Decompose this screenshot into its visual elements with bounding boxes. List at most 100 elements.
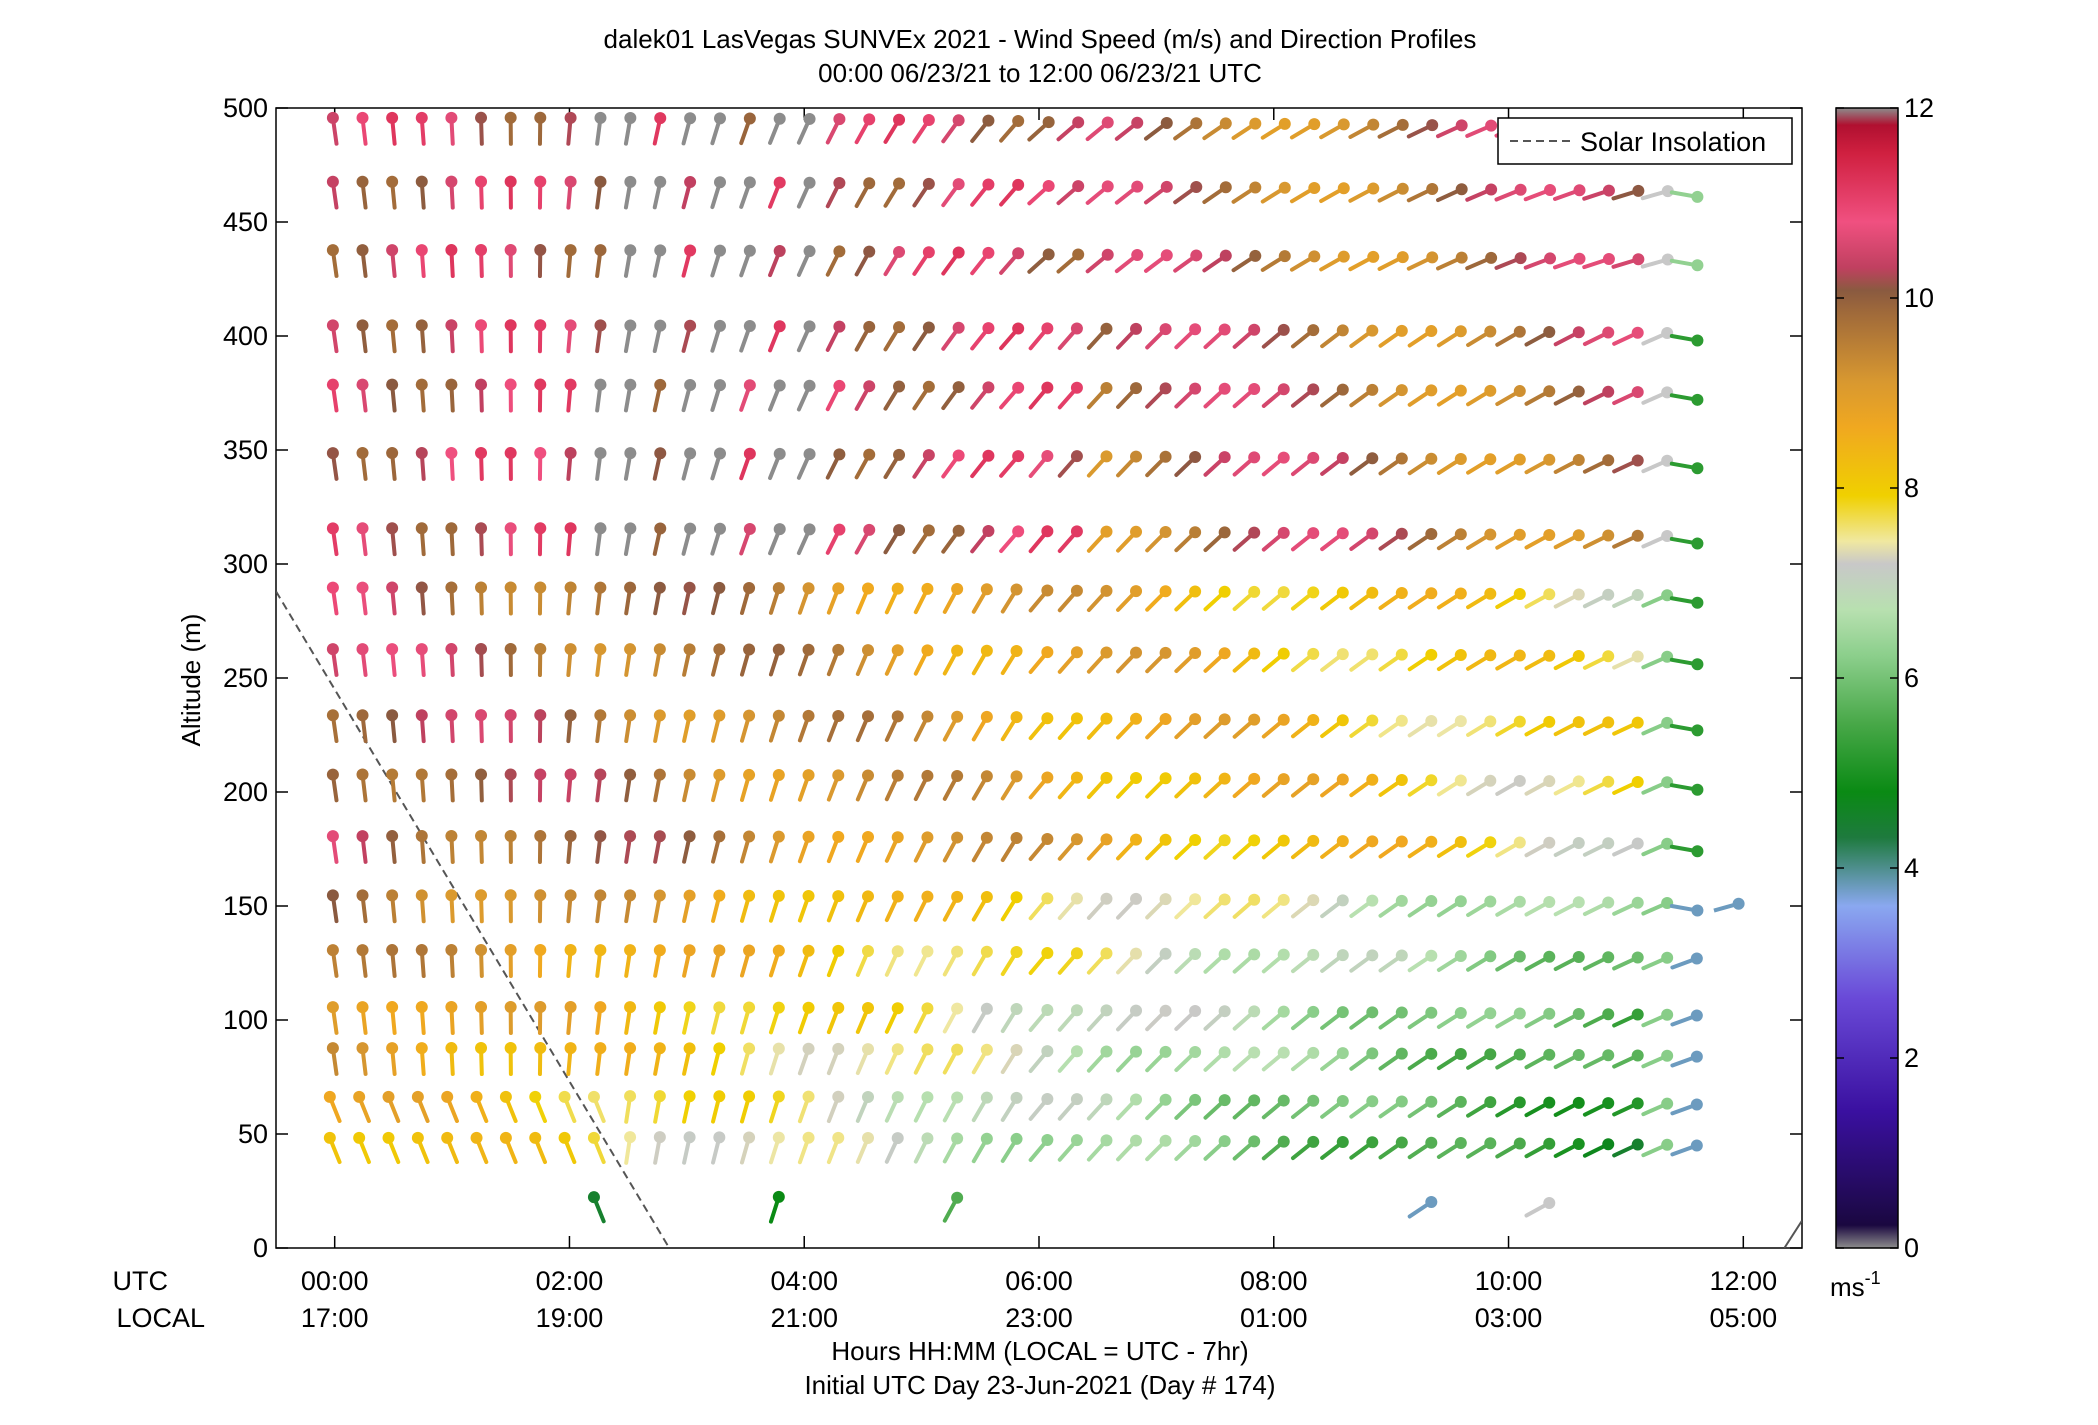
wind-barb bbox=[710, 112, 726, 146]
wind-barb bbox=[681, 447, 697, 481]
wind-barb-head bbox=[653, 889, 666, 902]
wind-barb bbox=[1641, 1097, 1674, 1117]
wind-barb-head bbox=[534, 581, 547, 594]
wind-barb bbox=[826, 1001, 845, 1035]
wind-barb-head bbox=[1010, 831, 1023, 844]
wind-barb bbox=[386, 244, 399, 278]
wind-barb bbox=[1669, 723, 1704, 737]
colorbar-units-exp: -1 bbox=[1865, 1268, 1881, 1288]
wind-barb-head bbox=[1366, 324, 1379, 337]
wind-barb bbox=[594, 643, 607, 677]
wind-barb-head bbox=[803, 320, 816, 333]
wind-barb bbox=[1320, 1095, 1349, 1119]
wind-barb-head bbox=[1336, 835, 1349, 848]
wind-barb bbox=[1116, 1134, 1143, 1162]
wind-barb-head bbox=[1130, 382, 1143, 395]
wind-barb-head bbox=[891, 831, 904, 844]
wind-barb bbox=[1669, 783, 1704, 796]
wind-barb bbox=[594, 522, 607, 557]
wind-barb bbox=[326, 768, 339, 803]
wind-barb-head bbox=[893, 113, 906, 126]
wind-barb-head bbox=[1100, 947, 1113, 960]
wind-barb bbox=[1261, 1094, 1290, 1120]
wind-barb bbox=[1641, 1138, 1674, 1158]
wind-barb-head bbox=[951, 890, 964, 903]
wind-barb bbox=[1582, 1138, 1615, 1158]
wind-barb bbox=[594, 175, 607, 210]
wind-barb bbox=[884, 1091, 904, 1123]
wind-barb-head bbox=[1690, 952, 1703, 965]
wind-barb bbox=[356, 1001, 369, 1035]
wind-barb bbox=[475, 522, 488, 557]
wind-barb bbox=[854, 177, 876, 209]
wind-barb-head bbox=[624, 447, 637, 460]
wind-barb-head bbox=[1484, 1096, 1497, 1109]
wind-barb bbox=[1378, 527, 1408, 551]
x-tick-label-utc: 02:00 bbox=[536, 1266, 604, 1296]
x-axis: 00:0017:0002:0019:0004:0021:0006:0023:00… bbox=[301, 108, 1777, 1333]
wind-barb-head bbox=[1513, 950, 1526, 963]
wind-barb bbox=[999, 114, 1025, 143]
wind-barb bbox=[913, 1002, 934, 1034]
wind-barb-head bbox=[1130, 1045, 1143, 1058]
wind-barb-head bbox=[415, 768, 428, 781]
wind-barb bbox=[855, 945, 875, 977]
wind-barb bbox=[1524, 1137, 1556, 1159]
wind-barb-head bbox=[1189, 834, 1202, 847]
wind-barb bbox=[1582, 529, 1615, 549]
wind-barb bbox=[883, 524, 906, 555]
wind-barb-head bbox=[862, 1090, 875, 1103]
wind-barb-head bbox=[1602, 716, 1615, 729]
wind-barb bbox=[1290, 647, 1320, 673]
wind-barb-head bbox=[743, 1090, 756, 1103]
wind-barb bbox=[386, 111, 399, 146]
wind-barb bbox=[797, 769, 815, 802]
wind-barb-head bbox=[893, 524, 906, 537]
wind-barb bbox=[884, 890, 904, 923]
wind-barb bbox=[883, 177, 906, 208]
wind-barb bbox=[1378, 648, 1408, 672]
wind-barb-head bbox=[1070, 1093, 1083, 1106]
wind-barb-head bbox=[594, 319, 607, 332]
wind-barb-head bbox=[1602, 951, 1615, 964]
wind-barb-head bbox=[1277, 1046, 1290, 1059]
wind-barb-head bbox=[534, 319, 547, 332]
wind-barb bbox=[1495, 385, 1526, 407]
wind-barb-head bbox=[1336, 949, 1349, 962]
wind-barb-head bbox=[1070, 947, 1083, 960]
wind-barb-head bbox=[1278, 117, 1291, 130]
wind-barb bbox=[475, 830, 488, 864]
wind-barb-head bbox=[1101, 116, 1114, 129]
colorbar-tick-label: 6 bbox=[1904, 663, 1919, 693]
legend: Solar Insolation bbox=[1497, 117, 1793, 165]
wind-barb bbox=[711, 768, 726, 803]
wind-barb bbox=[1320, 1047, 1349, 1071]
wind-barb-head bbox=[773, 447, 786, 460]
wind-barb bbox=[470, 1090, 489, 1123]
wind-barb bbox=[797, 830, 815, 864]
wind-barb-head bbox=[1218, 1005, 1231, 1018]
wind-barb bbox=[854, 523, 876, 555]
wind-barb bbox=[356, 889, 369, 924]
wind-barb-head bbox=[1336, 773, 1349, 786]
wind-barb-head bbox=[1395, 1136, 1408, 1149]
wind-barb bbox=[1057, 771, 1083, 800]
wind-barb bbox=[1203, 893, 1231, 920]
wind-barb bbox=[1145, 526, 1172, 553]
wind-barb bbox=[564, 522, 577, 557]
wind-barb-head bbox=[1425, 714, 1438, 727]
wind-barb bbox=[1085, 116, 1114, 142]
wind-barb-head bbox=[1101, 248, 1114, 261]
wind-barb bbox=[1145, 947, 1172, 975]
wind-barb-head bbox=[653, 1090, 666, 1103]
colorbar-tick-label: 10 bbox=[1904, 283, 1934, 313]
wind-barb bbox=[415, 581, 428, 616]
wind-barb-head bbox=[1218, 585, 1231, 598]
wind-barb bbox=[1261, 834, 1290, 860]
wind-barb bbox=[1495, 715, 1526, 737]
wind-barb-head bbox=[1100, 1004, 1113, 1017]
wind-barb-head bbox=[832, 890, 845, 903]
wind-barb bbox=[682, 1131, 696, 1165]
wind-barb bbox=[1232, 772, 1261, 799]
wind-barb bbox=[1289, 118, 1321, 140]
